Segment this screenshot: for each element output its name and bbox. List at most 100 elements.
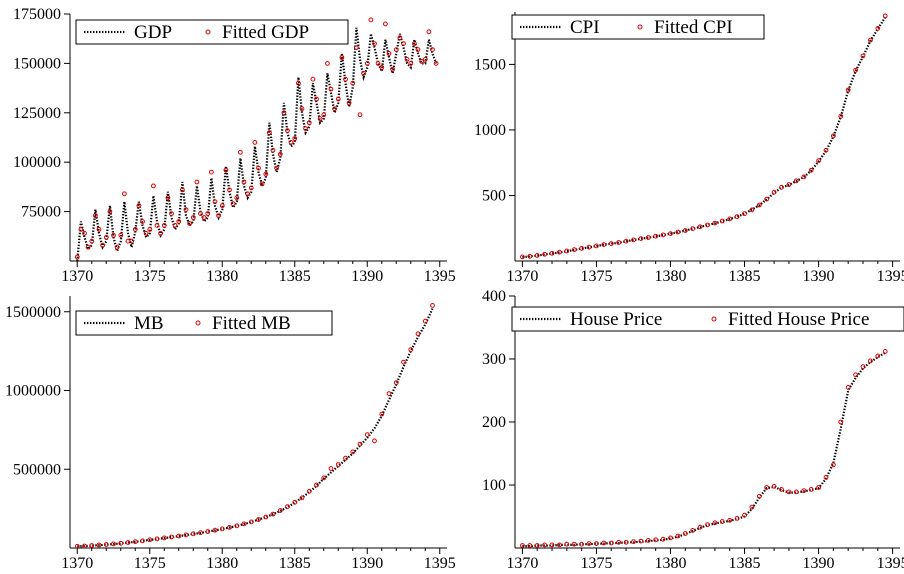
legend: CPI Fitted CPI xyxy=(511,14,765,40)
fitted-point xyxy=(205,211,211,217)
legend-label-actual: MB xyxy=(134,313,164,334)
fitted-point xyxy=(361,70,367,76)
fitted-point xyxy=(364,61,370,66)
fitted-point xyxy=(158,230,164,236)
fitted-point xyxy=(742,512,747,518)
fitted-point xyxy=(296,80,301,86)
fitted-point xyxy=(393,380,399,386)
fitted-point xyxy=(364,432,370,438)
fitted-point xyxy=(93,213,98,219)
fitted-point xyxy=(317,116,323,122)
fitted-point xyxy=(372,438,377,444)
fitted-point xyxy=(201,215,207,220)
fitted-point xyxy=(401,41,406,46)
fitted-point xyxy=(306,488,312,494)
fitted-point xyxy=(415,331,421,337)
fitted-point xyxy=(594,541,599,546)
legend-label-actual: CPI xyxy=(570,17,600,38)
y-tick-label: 1000 xyxy=(474,122,506,139)
fitted-point xyxy=(368,17,374,23)
legend: GDP Fitted GDP xyxy=(75,19,349,45)
fitted-point xyxy=(314,96,319,102)
fitted-point xyxy=(386,391,392,397)
x-tick-label: 1380 xyxy=(206,555,238,572)
fitted-point xyxy=(838,113,844,119)
fitted-point xyxy=(404,57,410,62)
fitted-point xyxy=(74,254,80,260)
fitted-point xyxy=(690,528,696,533)
fitted-point xyxy=(375,61,381,66)
series-line-actual xyxy=(77,308,434,548)
fitted-point xyxy=(631,539,636,545)
fitted-point xyxy=(868,37,873,43)
fitted-point xyxy=(335,96,341,102)
fitted-point xyxy=(764,196,770,202)
fitted-point xyxy=(793,489,799,495)
fitted-point xyxy=(111,232,116,238)
fitted-point xyxy=(749,207,755,213)
fitted-point xyxy=(354,45,359,50)
fitted-point xyxy=(281,110,287,116)
fitted-point xyxy=(690,226,696,232)
fitted-point xyxy=(801,488,807,494)
fitted-point xyxy=(122,191,127,197)
fitted-point xyxy=(176,219,182,224)
fitted-point xyxy=(85,244,91,250)
fitted-point xyxy=(390,66,396,72)
fitted-point xyxy=(579,246,584,251)
fitted-point xyxy=(771,483,777,489)
x-tick-label: 1380 xyxy=(206,268,238,285)
fitted-point xyxy=(89,543,95,548)
fitted-point xyxy=(314,482,319,488)
x-tick-label: 1370 xyxy=(506,555,538,572)
fitted-point xyxy=(172,223,178,228)
fitted-point xyxy=(520,254,525,260)
fitted-point xyxy=(742,211,747,217)
fitted-point xyxy=(96,542,102,548)
fitted-point xyxy=(350,449,356,455)
fitted-point xyxy=(668,231,673,237)
fitted-point xyxy=(705,222,710,228)
fitted-point xyxy=(579,541,584,547)
fitted-point xyxy=(285,128,290,134)
fitted-point xyxy=(719,519,725,524)
fitted-point xyxy=(853,67,858,73)
fitted-point xyxy=(660,536,666,542)
fitted-point xyxy=(608,241,614,247)
x-tick-label: 1385 xyxy=(279,555,311,572)
fitted-point xyxy=(756,202,762,208)
fitted-point xyxy=(623,539,629,545)
fitted-point xyxy=(831,133,836,139)
fitted-point xyxy=(332,106,338,112)
fitted-point xyxy=(645,538,651,543)
fitted-point xyxy=(129,238,135,244)
x-tick-label: 1385 xyxy=(729,268,761,285)
fitted-point xyxy=(601,540,607,546)
fitted-point xyxy=(422,318,428,324)
fitted-point xyxy=(542,542,547,548)
fitted-point xyxy=(357,112,363,118)
fitted-point xyxy=(277,508,283,513)
fitted-point xyxy=(786,182,792,188)
fitted-point xyxy=(176,533,182,539)
x-tick-label: 1375 xyxy=(134,268,166,285)
y-tick-label: 1500000 xyxy=(5,304,61,321)
fitted-point xyxy=(386,51,392,56)
fitted-point xyxy=(534,543,540,548)
fitted-point xyxy=(256,165,261,171)
fitted-point xyxy=(82,230,87,236)
x-tick-label: 1390 xyxy=(351,555,383,572)
fitted-point xyxy=(623,238,629,244)
x-tick-label: 1395 xyxy=(424,268,456,285)
fitted-point xyxy=(608,540,614,546)
fitted-point xyxy=(161,535,167,541)
fitted-point xyxy=(248,185,254,191)
legend-swatch-fitted xyxy=(195,320,201,326)
fitted-point xyxy=(328,466,334,471)
fitted-point xyxy=(875,26,881,31)
plot-area xyxy=(520,349,888,548)
fitted-point xyxy=(430,47,435,52)
x-tick-label: 1395 xyxy=(877,555,904,572)
fitted-point xyxy=(705,522,710,528)
fitted-point xyxy=(631,237,636,243)
